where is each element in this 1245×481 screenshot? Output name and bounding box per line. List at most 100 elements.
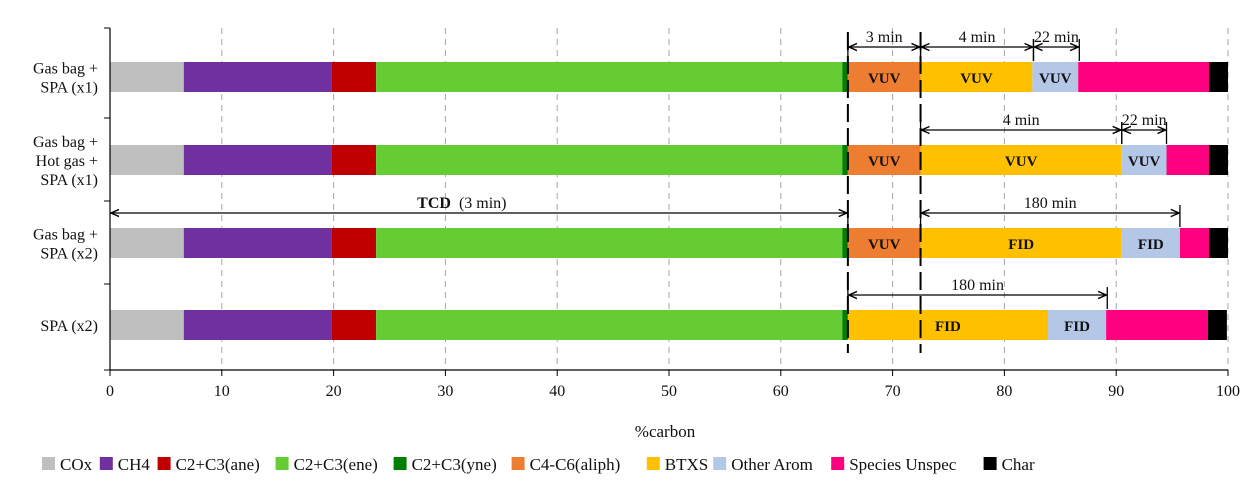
x-tick-label: 60 (773, 383, 789, 400)
segment-label: VUV (1128, 154, 1161, 170)
category-label: SPA (x2) (40, 246, 98, 263)
arrow-label: 3 min (866, 29, 903, 46)
arrow-label: 180 min (951, 277, 1004, 294)
bar-segment (847, 310, 1049, 340)
bar-segment (1166, 145, 1209, 175)
arrow-label: (3 min) (459, 195, 507, 212)
axes: 0 10 20 30 40 50 60 70 80 90 100 Gas bag + SPA (x1) G… (33, 27, 1240, 400)
arrow-label: 180 min (1024, 195, 1077, 212)
arrow-label: 4 min (959, 29, 996, 46)
category-label: Hot gas + (36, 153, 98, 170)
segment-label: VUV (1005, 154, 1038, 170)
bar-segment (1106, 310, 1208, 340)
bar-segment (376, 228, 843, 258)
legend-swatch (511, 457, 525, 470)
bar-segment (376, 145, 843, 175)
bar-segment (1078, 62, 1209, 92)
arrow-label: TCD (417, 195, 451, 212)
x-tick-label: 30 (437, 383, 453, 400)
segment-label: FID (1064, 319, 1090, 335)
bar-segment (920, 228, 1122, 258)
x-tick-label: 50 (661, 383, 677, 400)
category-label: Gas bag + (33, 134, 98, 151)
arrow-label: 22 min (1034, 29, 1079, 46)
legend-label: Char (1002, 455, 1035, 474)
bar-segment (1208, 62, 1228, 92)
x-tick-label: 0 (106, 383, 114, 400)
legend-swatch (275, 457, 289, 470)
legend-label: C4-C6(aliph) (530, 455, 621, 474)
category-label: Gas bag + (33, 227, 98, 244)
bar-segment (1208, 228, 1228, 258)
bar-segment (183, 145, 332, 175)
bar-segment (331, 228, 377, 258)
segment-label: FID (935, 319, 961, 335)
bar-segment (376, 310, 843, 340)
legend-swatch (713, 457, 727, 470)
category-label: SPA (x2) (40, 318, 98, 335)
bar-segment (842, 145, 848, 175)
bar-segment (183, 228, 332, 258)
legend-label: C2+C3(ane) (176, 455, 260, 474)
bar-segment (1121, 145, 1167, 175)
x-tick-label: 80 (996, 383, 1012, 400)
bar-segment (842, 310, 848, 340)
bar-segment (847, 145, 921, 175)
legend-label: CH4 (118, 455, 151, 474)
bar-segment (1207, 310, 1227, 340)
legend-label: C2+C3(yne) (412, 455, 497, 474)
bar-segment (110, 62, 184, 92)
bar-segment (920, 62, 1033, 92)
bar-segment (110, 310, 184, 340)
bar-segment (376, 62, 843, 92)
segment-label: VUV (960, 71, 993, 87)
x-tick-label: 20 (326, 383, 342, 400)
bar-segment (1208, 145, 1228, 175)
segment-label: FID (1138, 237, 1164, 253)
x-tick-label: 90 (1108, 383, 1124, 400)
annotations: 3 min 4 min 22 min 4 min 22 min TCD (3 min) 180… (111, 29, 1181, 353)
legend-swatch (831, 457, 845, 470)
bar-segment (920, 145, 1122, 175)
bars (110, 62, 1228, 340)
segment-label: VUV (1039, 71, 1072, 87)
segment-label: VUV (868, 71, 901, 87)
bar-segment (1121, 228, 1180, 258)
bar-segment (331, 145, 377, 175)
legend-swatch (983, 457, 997, 470)
legend-swatch (393, 457, 407, 470)
bar-segment (842, 228, 848, 258)
x-tick-label: 70 (885, 383, 901, 400)
legend-label: Species Unspec (849, 455, 957, 474)
arrow-label: 22 min (1122, 112, 1167, 129)
bar-segment (331, 310, 377, 340)
bar-segment (110, 228, 184, 258)
legend-swatch (646, 457, 660, 470)
legend-swatch (157, 457, 171, 470)
bar-segment (847, 62, 921, 92)
bar-segment (331, 62, 377, 92)
segment-labels: VUV VUV VUV VUV VUV VUV VUV FID FID FID FID (868, 71, 1164, 335)
segment-label: FID (1008, 237, 1034, 253)
category-label: SPA (x1) (40, 172, 98, 189)
category-label: SPA (x1) (40, 80, 98, 97)
bar-segment (183, 62, 332, 92)
legend-label: BTXS (665, 455, 708, 474)
bar-segment (842, 62, 848, 92)
legend-label: C2+C3(ene) (294, 455, 378, 474)
bar-segment (110, 145, 184, 175)
x-tick-label: 100 (1216, 383, 1240, 400)
legend: COx CH4 C2+C3(ane) C2+C3(ene) C2+C3(yne) C4-C… (42, 455, 1035, 474)
x-tick-label: 40 (549, 383, 565, 400)
legend-swatch (99, 457, 113, 470)
category-label: Gas bag + (33, 61, 98, 78)
bar-segment (1048, 310, 1107, 340)
bar-segment (1179, 228, 1209, 258)
segment-label: VUV (868, 154, 901, 170)
legend-label: Other Arom (731, 455, 813, 474)
bar-segment (183, 310, 332, 340)
bar-segment (1032, 62, 1079, 92)
x-tick-label: 10 (214, 383, 230, 400)
segment-label: VUV (868, 237, 901, 253)
